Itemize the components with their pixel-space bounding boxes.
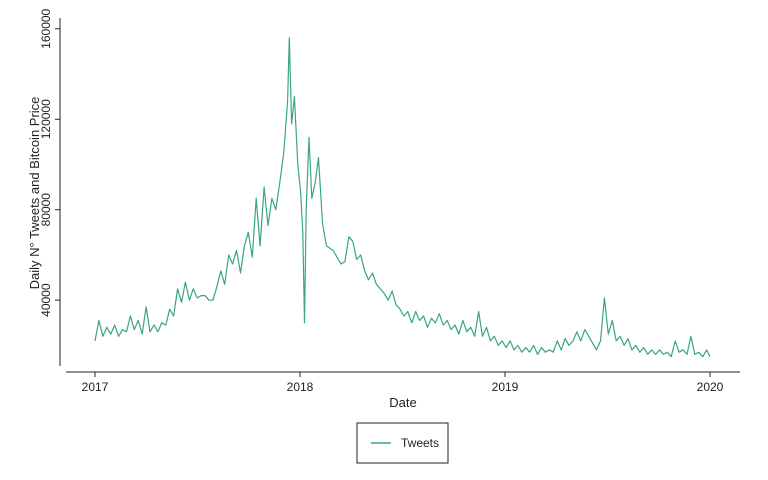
y-tick-label-40000: 40000 [39,283,53,317]
y-tick-label-120000: 120000 [39,99,53,139]
legend: Tweets [356,422,449,464]
x-tick-label-2017: 2017 [82,380,109,394]
series-layer [94,37,711,358]
x-ticks: 2017 2018 2019 2020 [82,372,724,394]
y-tick-label-160000: 160000 [39,8,53,48]
x-axis-title: Date [389,395,416,410]
x-tick-label-2019: 2019 [492,380,519,394]
y-tick-label-80000: 80000 [39,193,53,227]
axes [59,18,740,373]
y-axis-title: Daily N° Tweets and Bitcoin Price [27,97,42,290]
y-ticks: 40000 80000 120000 160000 [39,8,60,317]
x-tick-label-2020: 2020 [697,380,724,394]
x-tick-label-2018: 2018 [287,380,314,394]
legend-label-tweets: Tweets [401,436,439,450]
series-line-tweets [94,37,711,358]
